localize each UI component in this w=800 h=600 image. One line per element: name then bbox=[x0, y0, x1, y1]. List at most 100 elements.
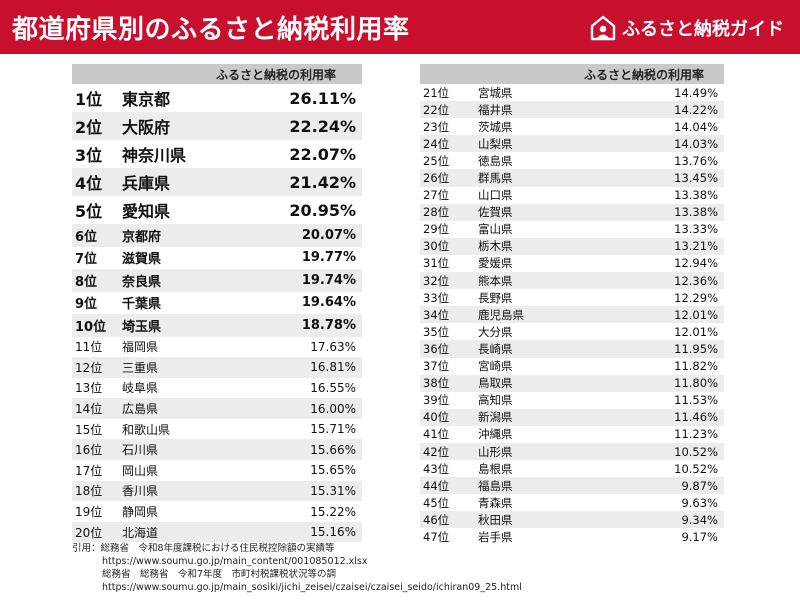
table-row: 10位 埼玉県 18.78% bbox=[72, 314, 362, 337]
table-row: 47位 岩手県 9.17% bbox=[420, 528, 724, 546]
rate-cell: 12.01% bbox=[564, 306, 724, 324]
rank-cell: 18位 bbox=[72, 480, 118, 502]
table-row: 12位 三重県 16.81% bbox=[72, 357, 362, 378]
rate-cell: 12.01% bbox=[564, 323, 724, 341]
rate-cell: 16.00% bbox=[190, 398, 362, 419]
table-row: 46位 秋田県 9.34% bbox=[420, 511, 724, 529]
rank-cell: 1位 bbox=[72, 84, 118, 112]
prefecture-cell: 静岡県 bbox=[118, 501, 190, 522]
prefecture-cell: 高知県 bbox=[474, 391, 564, 409]
rate-cell: 15.31% bbox=[190, 480, 362, 502]
prefecture-cell: 茨城県 bbox=[474, 118, 564, 136]
table-row: 31位 愛媛県 12.94% bbox=[420, 254, 724, 273]
prefecture-cell: 岐阜県 bbox=[118, 377, 190, 399]
rate-cell: 9.34% bbox=[564, 511, 724, 529]
rank-cell: 39位 bbox=[420, 391, 474, 409]
table-row: 9位 千葉県 19.64% bbox=[72, 291, 362, 314]
rank-cell: 43位 bbox=[420, 460, 474, 478]
citation-link[interactable]: https://www.soumu.go.jp/main_sosiki/jich… bbox=[102, 582, 522, 593]
table-row: 11位 福岡県 17.63% bbox=[72, 336, 362, 358]
brand-name: ふるさと納税ガイド bbox=[622, 19, 784, 40]
header-blank bbox=[72, 64, 118, 84]
rank-cell: 2位 bbox=[72, 112, 118, 140]
rank-cell: 33位 bbox=[420, 289, 474, 307]
rank-cell: 44位 bbox=[420, 477, 474, 495]
citation-link[interactable]: https://www.soumu.go.jp/main_content/001… bbox=[102, 556, 368, 567]
table-row: 15位 和歌山県 15.71% bbox=[72, 418, 362, 440]
rate-cell: 26.11% bbox=[190, 84, 362, 112]
table-row: 34位 鹿児島県 12.01% bbox=[420, 306, 724, 324]
rate-cell: 17.63% bbox=[190, 336, 362, 358]
rate-cell: 13.33% bbox=[564, 220, 724, 238]
rate-cell: 14.04% bbox=[564, 118, 724, 136]
table-row: 40位 新潟県 11.46% bbox=[420, 408, 724, 426]
rank-cell: 20位 bbox=[72, 521, 118, 543]
page-title: 都道府県別のふるさと納税利用率 bbox=[12, 15, 410, 45]
prefecture-cell: 大分県 bbox=[474, 323, 564, 341]
table-row: 35位 大分県 12.01% bbox=[420, 323, 724, 341]
rate-cell: 22.07% bbox=[190, 140, 362, 168]
table-row: 22位 福井県 14.22% bbox=[420, 101, 724, 119]
rate-cell: 15.66% bbox=[190, 439, 362, 461]
table-row: 8位 奈良県 19.74% bbox=[72, 269, 362, 292]
rank-cell: 30位 bbox=[420, 237, 474, 255]
table-row: 18位 香川県 15.31% bbox=[72, 480, 362, 502]
rank-cell: 47位 bbox=[420, 528, 474, 546]
rate-cell: 13.38% bbox=[564, 186, 724, 204]
rate-cell: 11.53% bbox=[564, 391, 724, 409]
rate-cell: 14.49% bbox=[564, 84, 724, 102]
rate-cell: 20.07% bbox=[190, 224, 362, 247]
rank-cell: 32位 bbox=[420, 272, 474, 290]
prefecture-cell: 島根県 bbox=[474, 460, 564, 478]
rank-cell: 4位 bbox=[72, 168, 118, 196]
rank-cell: 14位 bbox=[72, 398, 118, 419]
rate-cell: 11.95% bbox=[564, 340, 724, 358]
prefecture-cell: 群馬県 bbox=[474, 169, 564, 187]
prefecture-cell: 岩手県 bbox=[474, 528, 564, 546]
prefecture-cell: 神奈川県 bbox=[118, 140, 190, 168]
rank-cell: 11位 bbox=[72, 336, 118, 358]
prefecture-cell: 青森県 bbox=[474, 494, 564, 512]
table-row: 28位 佐賀県 13.38% bbox=[420, 203, 724, 221]
table-row: 25位 徳島県 13.76% bbox=[420, 152, 724, 170]
table-row: 42位 山形県 10.52% bbox=[420, 442, 724, 461]
table-row: 14位 広島県 16.00% bbox=[72, 398, 362, 419]
rate-cell: 21.42% bbox=[190, 168, 362, 196]
table-row: 37位 宮崎県 11.82% bbox=[420, 357, 724, 375]
prefecture-cell: 滋賀県 bbox=[118, 246, 190, 269]
rate-cell: 22.24% bbox=[190, 112, 362, 140]
table-row: 2位 大阪府 22.24% bbox=[72, 112, 362, 140]
table-row: 3位 神奈川県 22.07% bbox=[72, 140, 362, 168]
table-row: 36位 長崎県 11.95% bbox=[420, 340, 724, 358]
rate-cell: 15.65% bbox=[190, 460, 362, 481]
rank-cell: 10位 bbox=[72, 314, 118, 337]
rank-cell: 28位 bbox=[420, 203, 474, 221]
rank-cell: 40位 bbox=[420, 408, 474, 426]
prefecture-cell: 宮城県 bbox=[474, 84, 564, 102]
table-row: 43位 島根県 10.52% bbox=[420, 460, 724, 478]
rate-cell: 12.29% bbox=[564, 289, 724, 307]
rate-cell: 10.52% bbox=[564, 460, 724, 478]
rank-cell: 45位 bbox=[420, 494, 474, 512]
prefecture-cell: 宮崎県 bbox=[474, 357, 564, 375]
rate-cell: 19.64% bbox=[190, 291, 362, 314]
prefecture-cell: 山形県 bbox=[474, 442, 564, 461]
table-row: 6位 京都府 20.07% bbox=[72, 224, 362, 247]
table-row: 7位 滋賀県 19.77% bbox=[72, 246, 362, 269]
rate-cell: 11.46% bbox=[564, 408, 724, 426]
header-blank bbox=[118, 64, 190, 84]
table-row: 16位 石川県 15.66% bbox=[72, 439, 362, 461]
prefecture-cell: 鳥取県 bbox=[474, 374, 564, 392]
citation-line: 引用：総務省 令和8年度課税における住民税控除額の実績等 bbox=[72, 543, 335, 554]
rank-cell: 5位 bbox=[72, 196, 118, 224]
title-banner: 都道府県別のふるさと納税利用率 ふるさと納税ガイド bbox=[0, 0, 800, 54]
prefecture-cell: 石川県 bbox=[118, 439, 190, 461]
citation: 引用：総務省 令和8年度課税における住民税控除額の実績等 https://www… bbox=[72, 542, 522, 594]
prefecture-cell: 佐賀県 bbox=[474, 203, 564, 221]
rate-cell: 18.78% bbox=[190, 314, 362, 337]
rank-cell: 35位 bbox=[420, 323, 474, 341]
prefecture-cell: 福島県 bbox=[474, 477, 564, 495]
rate-cell: 11.82% bbox=[564, 357, 724, 375]
table-row: 32位 熊本県 12.36% bbox=[420, 272, 724, 290]
brand-logo[interactable]: ふるさと納税ガイド bbox=[590, 14, 784, 42]
